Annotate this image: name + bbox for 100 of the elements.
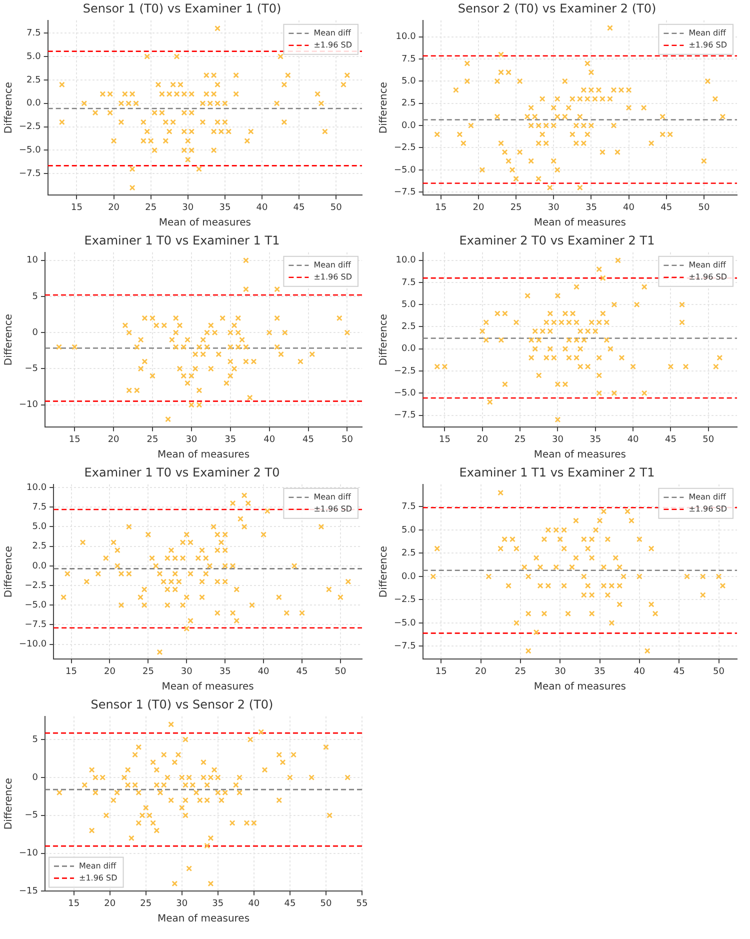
legend-label: ±1.96 SD (688, 40, 727, 50)
y-tick-label: 10.0 (26, 482, 47, 493)
x-tick-label: 30 (552, 434, 564, 445)
x-tick-label: 45 (296, 666, 308, 677)
y-tick-label: −5.0 (18, 146, 42, 156)
legend-label: Mean diff (688, 260, 726, 270)
y-tick-label: 7.5 (402, 278, 416, 288)
x-axis-title: Mean of measures (534, 682, 626, 693)
x-tick-label: 25 (510, 202, 522, 213)
x-axis-title: Mean of measures (157, 450, 250, 461)
y-tick-label: −5.0 (394, 388, 416, 398)
chart-title: Sensor 1 (T0) vs Examiner 1 (T0) (82, 1, 282, 16)
x-tick-label: 20 (475, 666, 487, 677)
y-tick-label: 0.0 (26, 98, 42, 109)
x-tick-label: 40 (248, 898, 260, 909)
chart-title: Sensor 2 (T0) vs Examiner 2 (T0) (458, 1, 656, 16)
y-tick-label: 2.5 (402, 98, 416, 109)
y-tick-label: 2.5 (402, 322, 416, 332)
x-tick-label: 25 (145, 202, 157, 213)
y-tick-label: −15 (18, 886, 38, 897)
x-tick-label: 45 (660, 202, 672, 213)
y-tick-label: −10 (18, 400, 38, 410)
x-tick-label: 25 (140, 898, 152, 909)
y-tick-label: 5.0 (402, 525, 416, 536)
x-tick-label: 45 (673, 666, 685, 677)
y-tick-label: 5.0 (32, 522, 47, 532)
y-axis-title: Difference (4, 778, 15, 830)
x-tick-label: 35 (219, 666, 231, 677)
y-tick-label: −5.0 (24, 600, 47, 610)
x-tick-label: 45 (664, 434, 676, 445)
x-axis-title: Mean of measures (158, 218, 251, 229)
x-tick-label: 15 (68, 434, 80, 445)
x-tick-label: 35 (224, 434, 236, 445)
y-tick-label: −5.0 (394, 165, 416, 176)
x-tick-label: 15 (68, 898, 80, 909)
x-tick-label: 15 (435, 666, 447, 677)
x-tick-label: 45 (293, 202, 305, 213)
x-tick-label: 55 (356, 898, 368, 909)
y-tick-label: 7.5 (32, 502, 47, 512)
x-tick-label: 35 (219, 202, 231, 213)
legend-label: Mean diff (314, 28, 352, 38)
y-tick-label: 10.0 (396, 256, 416, 266)
y-axis-title: Difference (4, 314, 15, 366)
chart-title: Examiner 1 T0 vs Examiner 2 T0 (84, 465, 280, 480)
x-tick-label: 25 (514, 666, 526, 677)
y-tick-label: 5 (32, 292, 38, 302)
x-tick-label: 20 (104, 898, 116, 909)
y-tick-label: −7.5 (394, 410, 416, 421)
y-tick-label: 0.0 (402, 572, 416, 582)
chart-title: Examiner 1 T1 vs Examiner 2 T1 (459, 465, 655, 480)
y-tick-label: 0.0 (402, 120, 416, 131)
chart-title: Examiner 2 T0 vs Examiner 2 T1 (459, 233, 655, 248)
y-tick-label: −2.5 (394, 595, 416, 606)
y-tick-label: 7.5 (402, 502, 416, 512)
x-tick-label: 40 (258, 666, 270, 677)
y-tick-label: 5.0 (402, 300, 416, 310)
x-tick-label: 25 (142, 666, 154, 677)
ref-line-label: ±1.96 SD (314, 504, 352, 514)
x-tick-label: 30 (548, 202, 560, 213)
legend-label: Mean diff (314, 492, 352, 502)
x-tick-label: 15 (435, 202, 447, 213)
x-tick-label: 25 (146, 434, 158, 445)
x-tick-label: 50 (330, 202, 342, 213)
legend-label: Mean diff (688, 28, 726, 38)
y-tick-label: 2.5 (26, 75, 41, 86)
y-tick-label: −7.5 (18, 168, 41, 179)
x-tick-label: 20 (476, 434, 488, 445)
x-tick-label: 50 (702, 434, 714, 445)
y-tick-label: 5.0 (402, 76, 416, 87)
y-tick-label: 10.0 (396, 32, 416, 42)
x-tick-label: 30 (176, 898, 188, 909)
y-tick-label: −7.5 (394, 187, 416, 198)
y-tick-label: −5.0 (394, 618, 416, 628)
x-tick-label: 40 (623, 202, 635, 213)
x-tick-label: 45 (284, 898, 296, 909)
x-tick-label: 50 (320, 898, 332, 909)
x-tick-label: 50 (713, 666, 725, 677)
x-tick-label: 40 (627, 434, 640, 445)
x-tick-label: 30 (186, 434, 198, 445)
legend-label: ±1.96 SD (78, 873, 118, 882)
legend-label: Mean diff (688, 492, 726, 502)
ref-line-label: ±1.96 SD (688, 272, 727, 282)
x-tick-label: 30 (182, 202, 194, 213)
x-tick-label: 20 (472, 202, 484, 213)
y-axis-title: Difference (4, 546, 15, 598)
y-tick-label: 0.0 (32, 561, 47, 572)
y-tick-label: 5 (32, 734, 38, 745)
y-tick-label: −10 (18, 848, 38, 859)
x-tick-label: 20 (104, 666, 116, 677)
x-tick-label: 50 (698, 202, 710, 213)
y-axis-title: Difference (378, 314, 390, 366)
x-tick-label: 20 (108, 202, 120, 213)
x-axis-title: Mean of measures (162, 682, 254, 693)
y-tick-label: −2.5 (394, 143, 416, 154)
x-axis-title: Mean of measures (534, 450, 626, 461)
x-tick-label: 40 (256, 202, 268, 213)
x-tick-label: 35 (585, 202, 597, 213)
x-tick-label: 25 (514, 434, 526, 445)
x-tick-label: 30 (554, 666, 566, 677)
y-tick-label: 7.5 (26, 28, 41, 38)
